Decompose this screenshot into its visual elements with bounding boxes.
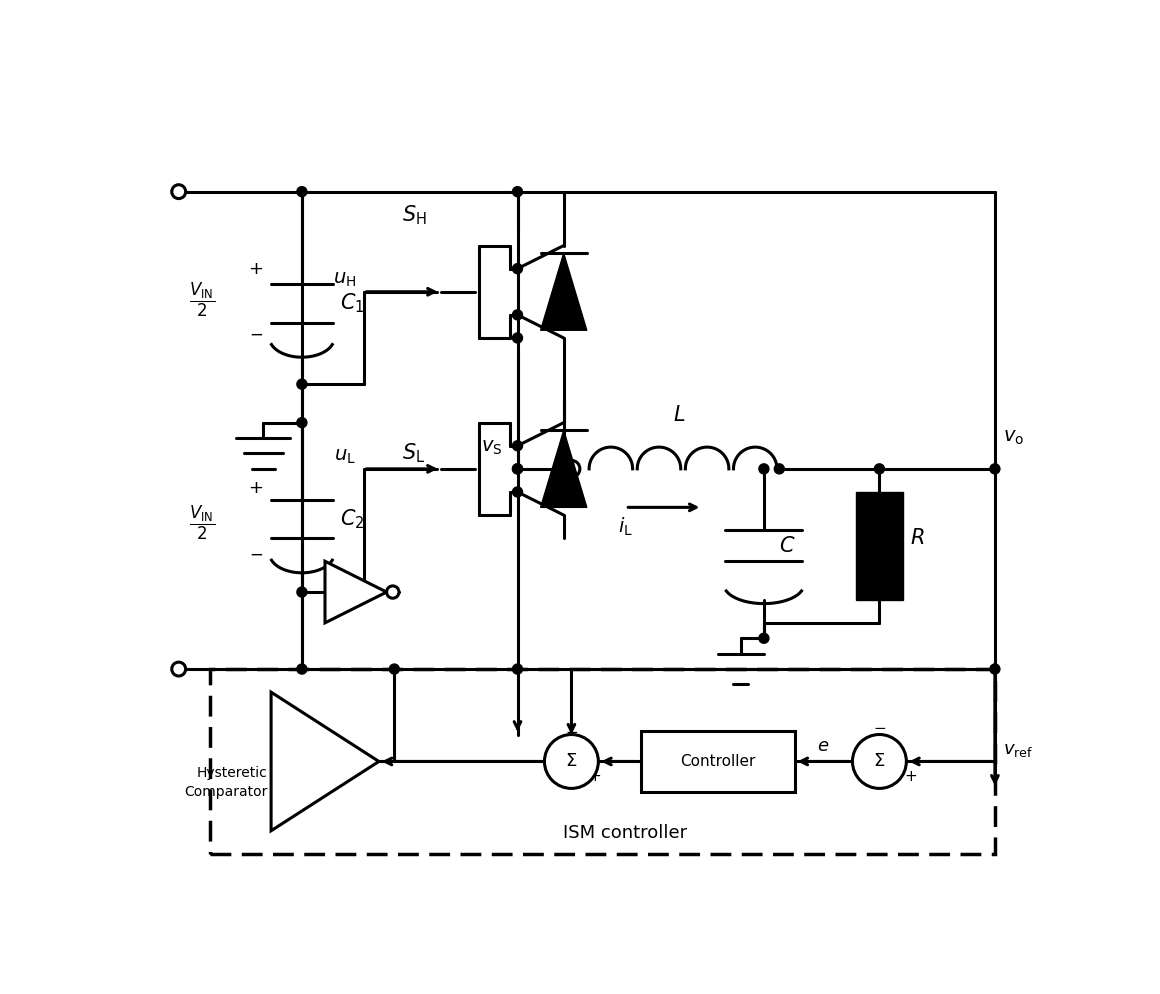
Circle shape (513, 310, 522, 320)
Text: $-$: $-$ (248, 545, 263, 563)
Circle shape (513, 263, 522, 273)
Text: $C_2$: $C_2$ (340, 507, 365, 531)
Circle shape (297, 587, 307, 597)
Circle shape (774, 464, 784, 474)
Text: $+$: $+$ (248, 259, 263, 277)
Text: $\Sigma$: $\Sigma$ (565, 752, 578, 770)
Bar (640, 731, 795, 792)
Circle shape (563, 460, 580, 477)
Text: $+$: $+$ (904, 769, 916, 784)
Text: $S_{\rm H}$: $S_{\rm H}$ (403, 203, 427, 227)
Circle shape (513, 464, 522, 474)
Text: $+$: $+$ (248, 479, 263, 497)
Circle shape (390, 664, 399, 674)
Text: $R$: $R$ (911, 528, 925, 548)
Text: $v_{\rm ref}$: $v_{\rm ref}$ (1002, 741, 1032, 758)
Text: ISM controller: ISM controller (564, 824, 688, 842)
Circle shape (386, 585, 399, 598)
Polygon shape (541, 253, 587, 330)
Text: $v_{\rm S}$: $v_{\rm S}$ (480, 439, 502, 457)
Circle shape (513, 333, 522, 343)
Circle shape (297, 664, 307, 674)
Circle shape (513, 440, 522, 450)
Text: $S_{\rm L}$: $S_{\rm L}$ (403, 441, 426, 465)
Text: Hysteretic: Hysteretic (196, 766, 267, 780)
Text: $\Sigma$: $\Sigma$ (873, 752, 885, 770)
Text: $+$: $+$ (588, 769, 601, 784)
Text: Controller: Controller (680, 754, 755, 769)
Text: $\dfrac{V_{\rm IN}}{2}$: $\dfrac{V_{\rm IN}}{2}$ (189, 280, 215, 318)
Circle shape (297, 187, 307, 197)
Text: $-$: $-$ (565, 724, 578, 739)
Text: $\dfrac{V_{\rm IN}}{2}$: $\dfrac{V_{\rm IN}}{2}$ (189, 504, 215, 542)
Circle shape (513, 464, 522, 474)
Text: $C_1$: $C_1$ (340, 291, 365, 315)
Text: $u_{\rm H}$: $u_{\rm H}$ (333, 271, 356, 289)
Text: $-$: $-$ (872, 720, 886, 735)
Text: $-$: $-$ (248, 325, 263, 343)
Circle shape (989, 664, 1000, 674)
Circle shape (513, 487, 522, 497)
Text: $i_{\rm L}$: $i_{\rm L}$ (618, 516, 632, 538)
Polygon shape (325, 562, 386, 623)
Text: Comparator: Comparator (184, 785, 267, 799)
Circle shape (853, 735, 906, 788)
Polygon shape (271, 692, 379, 831)
Circle shape (759, 464, 769, 474)
Text: $e$: $e$ (818, 738, 829, 755)
Circle shape (297, 417, 307, 427)
Bar (210, 669, 995, 854)
Circle shape (875, 464, 884, 474)
Text: $v_{\rm o}$: $v_{\rm o}$ (1002, 428, 1024, 447)
Polygon shape (541, 430, 587, 507)
Text: $u_{\rm L}$: $u_{\rm L}$ (334, 448, 356, 466)
Text: $L$: $L$ (673, 405, 686, 425)
Circle shape (513, 664, 522, 674)
Text: $C$: $C$ (780, 536, 796, 556)
Circle shape (759, 633, 769, 643)
Circle shape (172, 662, 186, 676)
Circle shape (544, 735, 599, 788)
Bar (856, 492, 902, 599)
Circle shape (297, 379, 307, 390)
Circle shape (989, 464, 1000, 474)
Circle shape (172, 185, 186, 199)
Circle shape (513, 187, 522, 197)
